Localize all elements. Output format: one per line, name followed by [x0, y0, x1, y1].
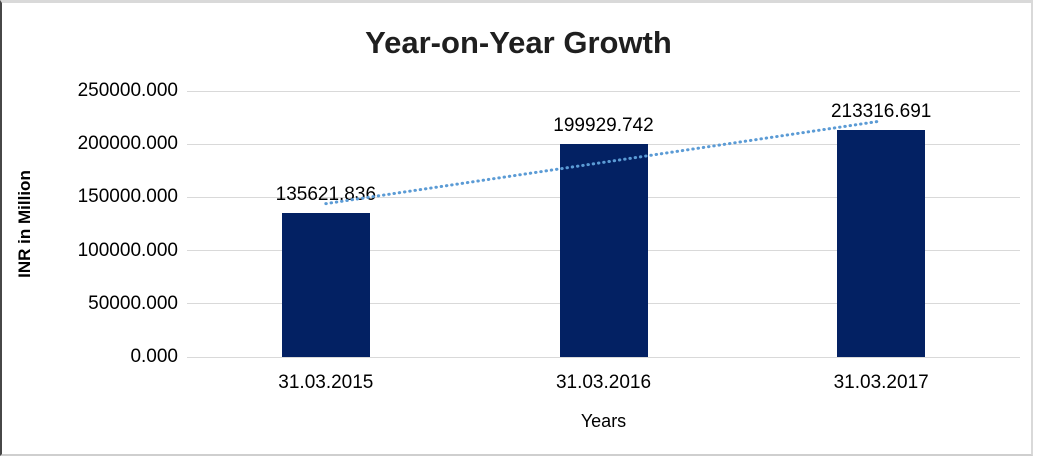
plot-area [187, 90, 1020, 358]
gridline [187, 143, 1020, 145]
bar-31.03.2017 [837, 130, 926, 357]
y-tick-label: 250000.000 [77, 80, 178, 101]
trendline-segment [324, 119, 883, 206]
y-tick-label: 200000.000 [77, 133, 178, 155]
y-tick-label: 150000.000 [77, 186, 178, 208]
gridline [187, 356, 1020, 358]
y-tick-label: 100000.000 [77, 239, 178, 261]
data-label: 213316.691 [830, 101, 932, 123]
x-tick-label: 31.03.2015 [278, 372, 374, 393]
data-label: 199929.742 [553, 115, 654, 137]
y-axis-title: INR in Million [15, 170, 34, 278]
chart-title: Year-on-Year Growth [365, 25, 672, 60]
x-tick-label: 31.03.2016 [555, 372, 652, 393]
bar-31.03.2015 [281, 212, 370, 357]
x-tick-label: 31.03.2017 [833, 372, 929, 393]
gridline [187, 90, 1020, 92]
trendline [324, 119, 883, 206]
bar-31.03.2016 [559, 144, 648, 357]
y-tick-label: 0.000 [130, 346, 178, 367]
y-tick-label: 50000.000 [88, 292, 178, 314]
x-axis-title: Years [580, 411, 627, 431]
